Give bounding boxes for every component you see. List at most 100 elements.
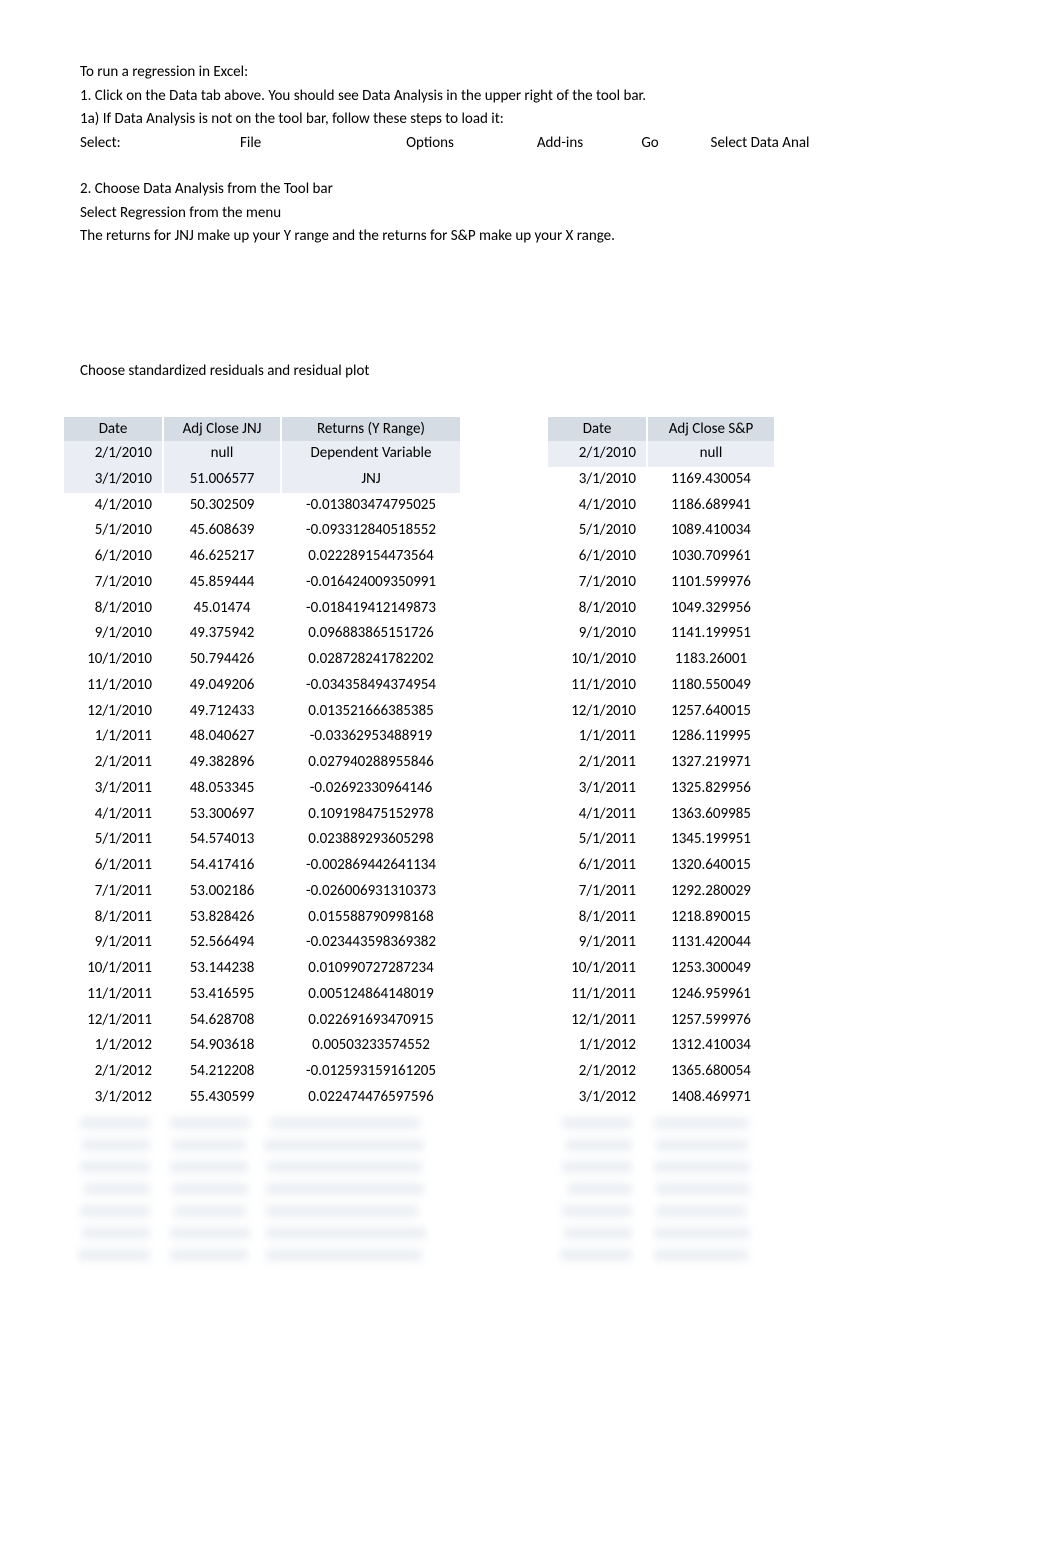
cell-date: 10/1/2011 [547, 956, 647, 982]
table-row: 1/1/201148.040627-0.03362953488919 [63, 724, 461, 750]
table-row: 12/1/201049.7124330.013521666385385 [63, 699, 461, 725]
table-jnj-header-date: Date [63, 417, 163, 441]
cell-adjclose-sp: 1049.329956 [647, 596, 775, 622]
cell-date: 8/1/2011 [63, 905, 163, 931]
cell-adjclose-jnj: 45.608639 [163, 518, 281, 544]
cell-adjclose-sp: 1286.119995 [647, 724, 775, 750]
cell-adjclose-sp: 1089.410034 [647, 518, 775, 544]
cell-date: 8/1/2011 [547, 905, 647, 931]
cell-returns: 0.027940288955846 [281, 750, 461, 776]
cell-adjclose-jnj: 54.212208 [163, 1059, 281, 1085]
cell-returns: 0.022691693470915 [281, 1008, 461, 1034]
cell-date: 2/1/2010 [63, 441, 163, 467]
cell-date: 8/1/2010 [547, 596, 647, 622]
cell-date: 2/1/2012 [547, 1059, 647, 1085]
instruction-line-8: Choose standardized residuals and residu… [80, 360, 982, 383]
cell-adjclose-jnj: 51.006577 [163, 467, 281, 493]
table-jnj-header-adjclose: Adj Close JNJ [163, 417, 281, 441]
cell-options: Options [360, 132, 500, 155]
cell-date: 2/1/2012 [63, 1059, 163, 1085]
table-row: 8/1/20101049.329956 [547, 596, 775, 622]
cell-adjclose-jnj: 53.300697 [163, 802, 281, 828]
cell-adjclose-jnj: 50.302509 [163, 493, 281, 519]
cell-returns: 0.109198475152978 [281, 802, 461, 828]
cell-adjclose-sp: 1320.640015 [647, 853, 775, 879]
table-row: 2/1/20121365.680054 [547, 1059, 775, 1085]
table-row: 10/1/20111253.300049 [547, 956, 775, 982]
cell-returns: -0.02692330964146 [281, 776, 461, 802]
cell-adjclose-jnj: 48.053345 [163, 776, 281, 802]
instruction-line-5: 2. Choose Data Analysis from the Tool ba… [80, 178, 982, 201]
cell-date: 3/1/2011 [63, 776, 163, 802]
cell-date: 5/1/2010 [63, 518, 163, 544]
cell-returns: 0.023889293605298 [281, 827, 461, 853]
table-row: 5/1/201045.608639-0.093312840518552 [63, 518, 461, 544]
table-row: 7/1/201045.859444-0.016424009350991 [63, 570, 461, 596]
cell-adjclose-jnj: 49.375942 [163, 621, 281, 647]
table-jnj-header-row: Date Adj Close JNJ Returns (Y Range) [63, 417, 461, 441]
table-row: 4/1/201153.3006970.109198475152978 [63, 802, 461, 828]
cell-adjclose-sp: 1363.609985 [647, 802, 775, 828]
cell-date: 4/1/2011 [63, 802, 163, 828]
cell-date: 3/1/2012 [63, 1085, 163, 1111]
document-page: To run a regression in Excel: 1. Click o… [0, 0, 1062, 1261]
instruction-line-7: The returns for JNJ make up your Y range… [80, 225, 982, 248]
cell-adjclose-sp: 1325.829956 [647, 776, 775, 802]
cell-returns: -0.034358494374954 [281, 673, 461, 699]
table-row: 2/1/2010null [547, 441, 775, 467]
cell-adjclose-jnj: 54.903618 [163, 1033, 281, 1059]
table-row: 12/1/201154.6287080.022691693470915 [63, 1008, 461, 1034]
cell-returns: JNJ [281, 467, 461, 493]
cell-adjclose-sp: 1169.430054 [647, 467, 775, 493]
table-row: 12/1/20111257.599976 [547, 1008, 775, 1034]
cell-adjclose-jnj: 53.828426 [163, 905, 281, 931]
cell-adjclose-sp: 1101.599976 [647, 570, 775, 596]
cell-adjclose-jnj: 55.430599 [163, 1085, 281, 1111]
table-row: 6/1/20101030.709961 [547, 544, 775, 570]
cell-date: 6/1/2011 [63, 853, 163, 879]
cell-date: 11/1/2010 [63, 673, 163, 699]
cell-adjclose-jnj: 46.625217 [163, 544, 281, 570]
cell-date: 7/1/2010 [63, 570, 163, 596]
cell-adjclose-jnj: 45.859444 [163, 570, 281, 596]
cell-date: 5/1/2010 [547, 518, 647, 544]
cell-date: 6/1/2010 [63, 544, 163, 570]
cell-returns: 0.00503233574552 [281, 1033, 461, 1059]
cell-adjclose-jnj: null [163, 441, 281, 467]
table-row: 11/1/20111246.959961 [547, 982, 775, 1008]
cell-adjclose-sp: 1030.709961 [647, 544, 775, 570]
cell-date: 9/1/2010 [63, 621, 163, 647]
cell-date: 11/1/2011 [547, 982, 647, 1008]
table-sp-header-row: Date Adj Close S&P [547, 417, 775, 441]
cell-returns: -0.013803474795025 [281, 493, 461, 519]
table-row: 3/1/20121408.469971 [547, 1085, 775, 1111]
table-row: 2/1/201254.212208-0.012593159161205 [63, 1059, 461, 1085]
cell-adjclose-jnj: 49.382896 [163, 750, 281, 776]
table-sp-header-date: Date [547, 417, 647, 441]
table-row: 12/1/20101257.640015 [547, 699, 775, 725]
cell-returns: -0.002869442641134 [281, 853, 461, 879]
cell-date: 9/1/2011 [547, 930, 647, 956]
cell-adjclose-jnj: 52.566494 [163, 930, 281, 956]
cell-adjclose-jnj: 49.712433 [163, 699, 281, 725]
cell-date: 12/1/2010 [547, 699, 647, 725]
table-row: 7/1/201153.002186-0.026006931310373 [63, 879, 461, 905]
cell-returns: 0.022474476597596 [281, 1085, 461, 1111]
cell-adjclose-sp: 1186.689941 [647, 493, 775, 519]
cell-adjclose-sp: 1131.420044 [647, 930, 775, 956]
cell-adjclose-sp: 1257.640015 [647, 699, 775, 725]
cell-adjclose-sp: 1180.550049 [647, 673, 775, 699]
cell-returns: -0.023443598369382 [281, 930, 461, 956]
cell-adjclose-sp: 1141.199951 [647, 621, 775, 647]
table-row: 3/1/20101169.430054 [547, 467, 775, 493]
cell-date: 1/1/2011 [547, 724, 647, 750]
cell-adjclose-jnj: 54.574013 [163, 827, 281, 853]
cell-date: 11/1/2011 [63, 982, 163, 1008]
cell-returns: -0.093312840518552 [281, 518, 461, 544]
cell-adjclose-sp: null [647, 441, 775, 467]
cell-date: 10/1/2011 [63, 956, 163, 982]
cell-returns: 0.013521666385385 [281, 699, 461, 725]
table-row: 4/1/20101186.689941 [547, 493, 775, 519]
cell-date: 1/1/2011 [63, 724, 163, 750]
instruction-row-select: Select: File Options Add-ins Go Select D… [80, 132, 982, 155]
